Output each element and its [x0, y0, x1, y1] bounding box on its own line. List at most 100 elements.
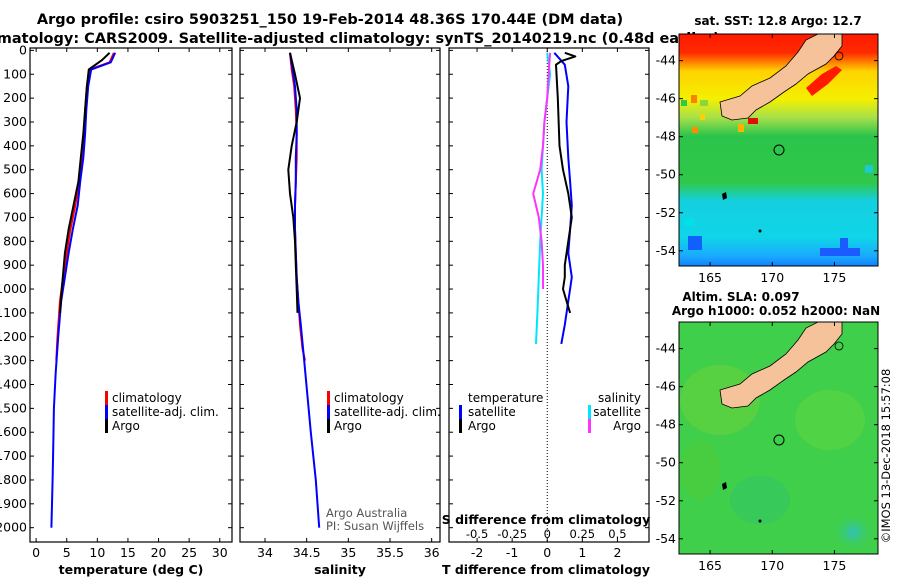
sla-map-lon-axis: 165 170 175: [698, 322, 846, 573]
sst-pixel: [700, 100, 708, 106]
lon-tick-label: 175: [823, 270, 847, 285]
sst-pixel: [700, 114, 705, 120]
sst-pixel: [748, 118, 758, 124]
salinity-legend: climatology satellite-adj. clim. Argo: [327, 391, 441, 433]
salinity-xlabel: salinity: [314, 562, 366, 577]
s-difference-x-axis: -0.5-0.2500.250.5: [466, 527, 627, 541]
s-diff-tick-label: 0.25: [570, 527, 596, 541]
salinity-series: [287, 52, 321, 528]
legend-swatch-climatology: [327, 391, 330, 405]
legend-swatch-satellite: [327, 405, 330, 419]
depth-tick-label: 2000: [0, 520, 27, 535]
lat-tick-label: -52: [656, 493, 676, 508]
series-line-satellite-adj-clim-: [50, 52, 117, 528]
lon-tick-label: 170: [760, 270, 784, 285]
campbell-island: [758, 229, 762, 233]
x-tick-label: 0: [543, 545, 551, 560]
legend-label-climatology: climatology: [112, 391, 182, 405]
depth-tick-label: 1200: [0, 329, 27, 344]
depth-tick-label: 500: [3, 162, 27, 177]
lat-tick-label: -54: [656, 243, 676, 258]
sla-map-lat-axis: -44 -46 -48 -50 -52 -54: [656, 341, 878, 546]
x-tick-label: 30: [212, 545, 228, 560]
sla-anomaly: [680, 365, 760, 435]
new-zealand-coast: [719, 321, 843, 409]
legend-label-argo: Argo: [334, 419, 362, 433]
sla-anomaly: [730, 476, 790, 524]
depth-tick-label: 1700: [0, 448, 27, 463]
t-difference-x-axis: -2 -1 0 1 2: [471, 48, 621, 560]
lat-tick-label: -54: [656, 531, 676, 546]
sla-anomaly: [680, 440, 720, 500]
sst-map-lon-axis: 165 170 175: [698, 34, 846, 285]
depth-tick-label: 1900: [0, 496, 27, 511]
depth-tick-label: 1600: [0, 424, 27, 439]
depth-tick-label: 800: [3, 233, 27, 248]
sst-pixel: [840, 238, 848, 250]
x-tick-label: 36: [424, 545, 440, 560]
s-diff-tick-label: 0.5: [608, 527, 626, 541]
x-tick-label: 35.5: [376, 545, 404, 560]
credit-line1: Argo Australia: [326, 506, 407, 520]
imos-timestamp: ©IMOS 13-Dec-2018 15:57:08: [879, 369, 893, 544]
sst-pixel: [692, 127, 698, 133]
s-difference-xlabel: S difference from climatology: [442, 512, 651, 527]
lat-tick-label: -46: [656, 379, 676, 394]
sst-pixel: [684, 218, 694, 226]
sst-pixel: [681, 100, 687, 106]
sst-map-panel: sat. SST: 12.8 Argo: 12.7 -44 -46 -48 -50 -5…: [656, 14, 879, 285]
chatham-islands: [834, 51, 844, 61]
sla-map-panel: Altim. SLA: 0.097 Argo h1000: 0.052 h200…: [656, 290, 881, 573]
sst-pixel: [688, 236, 702, 250]
legend-label-satellite: satellite-adj. clim.: [112, 405, 219, 419]
depth-tick-label: 1400: [0, 376, 27, 391]
legend-title-temperature: temperature: [468, 391, 543, 405]
legend-swatch-s-satellite: [588, 405, 591, 419]
legend-swatch-t-argo: [459, 419, 462, 433]
salinity-depth-ticks: [240, 49, 440, 529]
series-line-satellite-adj-clim-: [289, 52, 321, 528]
legend-label-s-argo: Argo: [613, 419, 641, 433]
x-tick-label: 34: [257, 545, 273, 560]
argo-float-marker: [773, 434, 785, 446]
x-tick-label: 15: [120, 545, 136, 560]
series-line-argo: [59, 52, 111, 313]
depth-tick-label: 200: [3, 90, 27, 105]
depth-tick-label: 700: [3, 209, 27, 224]
legend-swatch-t-satellite: [459, 405, 462, 419]
x-tick-label: 1: [578, 545, 586, 560]
legend-label-t-satellite: satellite: [468, 405, 516, 419]
lat-tick-label: -48: [656, 417, 676, 432]
depth-tick-label: 0: [19, 42, 27, 57]
x-tick-label: -1: [506, 545, 518, 560]
legend-label-s-satellite: satellite: [593, 405, 641, 419]
series-line-t-argo: [555, 51, 577, 314]
legend-label-argo: Argo: [112, 419, 140, 433]
x-tick-label: -2: [471, 545, 483, 560]
difference-depth-ticks: [449, 49, 649, 529]
x-tick-label: 2: [613, 545, 621, 560]
temperature-axes-frame: [29, 47, 233, 543]
auckland-islands: [722, 192, 727, 200]
x-tick-label: 0: [32, 545, 40, 560]
campbell-island: [758, 519, 762, 523]
difference-legend: temperature satellite Argo salinity sate…: [459, 391, 641, 433]
sst-field: [679, 34, 878, 266]
temperature-xlabel: temperature (deg C): [59, 562, 204, 577]
figure-title-line1: Argo profile: csiro 5903251_150 19-Feb-2…: [37, 12, 623, 28]
legend-title-salinity: salinity: [598, 391, 641, 405]
sst-pixel: [865, 165, 873, 173]
depth-tick-label: 1100: [0, 305, 27, 320]
depth-tick-label: 300: [3, 114, 27, 129]
lat-tick-label: -44: [656, 53, 676, 68]
chatham-islands: [834, 341, 844, 351]
x-tick-label: 25: [181, 545, 197, 560]
difference-axes-frame: [448, 47, 650, 543]
x-tick-label: 35: [340, 545, 356, 560]
legend-swatch-satellite: [105, 405, 108, 419]
depth-tick-label: 1800: [0, 472, 27, 487]
x-tick-label: 5: [63, 545, 71, 560]
sst-map-lat-axis: -44 -46 -48 -50 -52 -54: [656, 53, 878, 258]
sst-map-title: sat. SST: 12.8 Argo: 12.7: [694, 14, 861, 28]
